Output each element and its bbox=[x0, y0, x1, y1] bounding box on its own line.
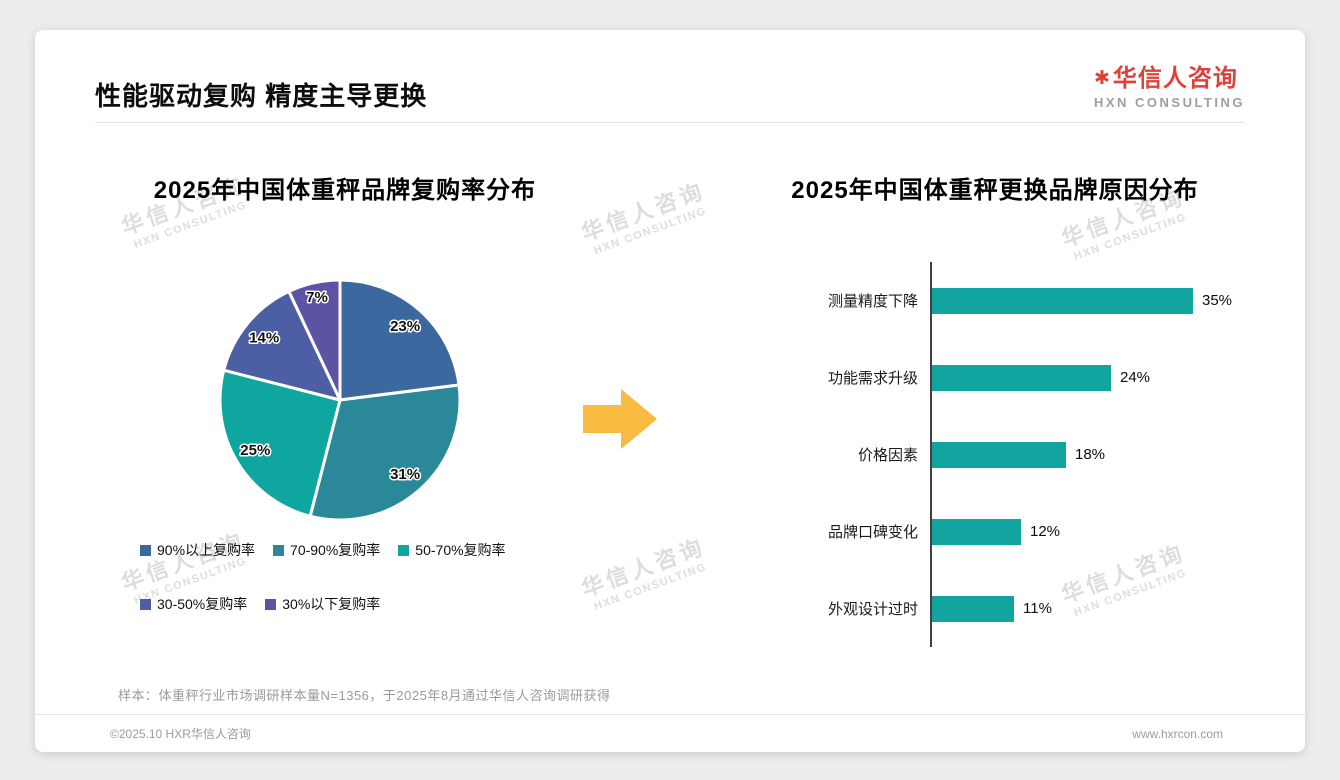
bar-category-label: 外观设计过时 bbox=[827, 601, 918, 618]
legend-label: 30%以下复购率 bbox=[282, 596, 381, 612]
page-title: 性能驱动复购 精度主导更换 bbox=[95, 81, 428, 111]
bar bbox=[932, 518, 1021, 545]
brand-logo: ✱华信人咨询 HXN CONSULTING bbox=[1094, 58, 1245, 110]
pie-slice bbox=[222, 289, 342, 402]
header-divider bbox=[95, 122, 1245, 123]
bar bbox=[932, 364, 1111, 391]
bar-row: 11% bbox=[932, 570, 1232, 647]
sample-note: 样本：体重秤行业市场调研样本量N=1356，于2025年8月通过华信人咨询调研获… bbox=[118, 688, 611, 703]
legend-item: 70-90%复购率 bbox=[273, 540, 380, 560]
bar-row: 35% bbox=[932, 262, 1232, 339]
pie-chart: 23% 31% 25% 14% 7% bbox=[218, 278, 462, 522]
legend-label: 50-70%复购率 bbox=[415, 542, 506, 558]
pie-value-label: 14% bbox=[249, 329, 279, 346]
copyright-text: ©2025.10 HXR华信人咨询 bbox=[110, 727, 251, 741]
bar-category-labels: 测量精度下降 功能需求升级价格因素品牌口碑变化 外观设计过时 bbox=[745, 262, 930, 647]
watermark-text-en: HXN CONSULTING bbox=[592, 205, 709, 258]
bar bbox=[932, 441, 1066, 468]
legend-item: 90%以上复购率 bbox=[140, 540, 255, 560]
pie-value-label: 7% bbox=[306, 289, 328, 306]
bar-value-label: 11% bbox=[1023, 600, 1052, 617]
bar-category-label: 测量精度下降 bbox=[827, 293, 918, 310]
arrow-shape bbox=[583, 389, 657, 449]
watermark-text-en: HXN CONSULTING bbox=[1072, 211, 1189, 264]
legend-swatch bbox=[140, 544, 151, 556]
pie-slice bbox=[308, 383, 462, 522]
watermark-text-en: HXN CONSULTING bbox=[132, 199, 249, 252]
pie-value-label: 31% bbox=[390, 466, 420, 483]
pie-legend: 90%以上复购率 70-90%复购率 50-70%复购率 30-50%复购率 30%以下… bbox=[140, 540, 610, 614]
bar-row: 18% bbox=[932, 416, 1232, 493]
logo-wordmark: ✱华信人咨询 bbox=[1094, 58, 1245, 93]
legend-item: 30-50%复购率 bbox=[140, 594, 247, 614]
legend-swatch bbox=[398, 544, 410, 556]
legend-label: 70-90%复购率 bbox=[290, 542, 381, 558]
pie-value-label: 25% bbox=[240, 442, 270, 459]
logo-name: 华信人咨询 bbox=[1112, 65, 1238, 92]
legend-label: 90%以上复购率 bbox=[157, 542, 256, 558]
bar-plot-area: 35% 24% 18% 12% 11% bbox=[930, 262, 1232, 647]
bar-chart: 测量精度下降 功能需求升级价格因素品牌口碑变化 外观设计过时 35% 24% 18% 12… bbox=[745, 262, 1232, 647]
pie-slice bbox=[287, 278, 342, 402]
pie-chart-title: 2025年中国体重秤品牌复购率分布 bbox=[153, 177, 537, 204]
bar-category-label: 品牌口碑变化 bbox=[827, 524, 918, 541]
pie-value-label: 23% bbox=[390, 318, 420, 335]
bar-row: 12% bbox=[932, 493, 1232, 570]
logo-subtitle: HXN CONSULTING bbox=[1093, 95, 1245, 110]
bar-row: 24% bbox=[932, 339, 1232, 416]
bar-value-label: 12% bbox=[1030, 523, 1061, 540]
bar bbox=[932, 287, 1193, 314]
bar-category-label: 功能需求升级 bbox=[827, 370, 918, 387]
bar bbox=[932, 595, 1014, 622]
card-footer: ©2025.10 HXR华信人咨询 www.hxrcon.com bbox=[35, 714, 1305, 752]
legend-item: 50-70%复购率 bbox=[398, 540, 506, 560]
bar-value-label: 18% bbox=[1075, 446, 1106, 463]
pie-slice bbox=[338, 278, 461, 402]
legend-item: 30%以下复购率 bbox=[265, 594, 380, 614]
legend-swatch bbox=[140, 598, 151, 610]
pie-slice bbox=[218, 368, 342, 518]
legend-swatch bbox=[273, 544, 285, 556]
legend-label: 30-50%复购率 bbox=[157, 596, 248, 612]
logo-mark-icon: ✱ bbox=[1093, 68, 1111, 89]
bar-value-label: 24% bbox=[1120, 369, 1151, 386]
transition-arrow bbox=[583, 389, 657, 449]
bar-chart-title: 2025年中国体重秤更换品牌原因分布 bbox=[791, 177, 1199, 204]
bar-category-label: 价格因素 bbox=[857, 447, 918, 464]
bar-value-label: 35% bbox=[1202, 292, 1233, 309]
legend-swatch bbox=[265, 598, 277, 610]
slide-card: 华信人咨询 HXN CONSULTING 华信人咨询 HXN CONSULTING 华信… bbox=[35, 30, 1305, 752]
website-link[interactable]: www.hxrcon.com bbox=[1132, 726, 1223, 741]
